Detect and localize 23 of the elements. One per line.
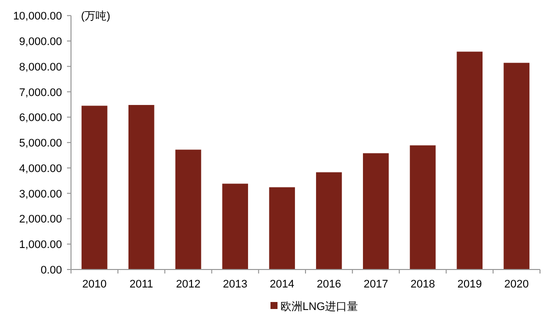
y-tick-label: 9,000.00 <box>19 36 62 48</box>
y-tick-label: 6,000.00 <box>19 112 62 124</box>
y-axis-title: (万吨) <box>81 10 110 23</box>
y-tick-label: 1,000.00 <box>19 239 62 252</box>
y-tick-label: 8,000.00 <box>19 61 62 74</box>
y-tick-label: 3,000.00 <box>19 188 62 200</box>
y-tick-label: 7,000.00 <box>19 86 62 99</box>
legend-label: 欧洲LNG进口量 <box>280 300 358 313</box>
y-tick-label: 0.00 <box>40 264 62 276</box>
x-tick-label: 2020 <box>504 278 529 290</box>
x-tick-label: 2014 <box>270 278 294 290</box>
x-tick-label: 2012 <box>176 278 200 290</box>
x-tick-label: 2019 <box>457 278 482 290</box>
y-tick-label: 2,000.00 <box>19 214 62 226</box>
y-tick-label: 4,000.00 <box>19 162 62 175</box>
x-tick-label: 2018 <box>410 278 435 290</box>
x-tick-label: 2011 <box>130 278 154 290</box>
x-tick-label: 2017 <box>364 278 388 290</box>
x-tick-label: 2013 <box>222 278 248 290</box>
y-tick-label: 5,000.00 <box>19 138 62 150</box>
y-tick-label: 10,000.00 <box>13 10 62 23</box>
x-tick-label: 2010 <box>82 278 107 290</box>
x-tick-label: 2016 <box>316 278 342 290</box>
